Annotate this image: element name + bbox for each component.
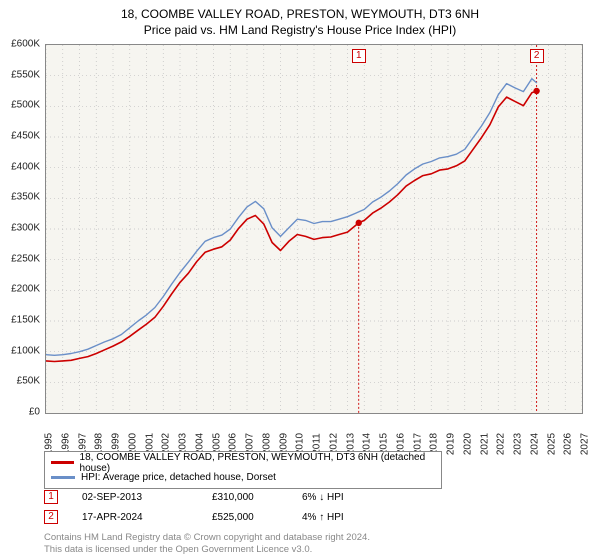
- plot-area: 12: [45, 44, 583, 414]
- marker-price: £310,000: [212, 492, 302, 503]
- y-tick-label: £100K: [11, 345, 40, 356]
- x-tick-label: 2021: [479, 433, 490, 455]
- title-line-1: 18, COOMBE VALLEY ROAD, PRESTON, WEYMOUT…: [0, 6, 600, 22]
- y-tick-label: £50K: [17, 376, 40, 387]
- marker-row: 1 02-SEP-2013£310,0006% ↓ HPI: [44, 490, 344, 510]
- marker-row: 2 17-APR-2024£525,0004% ↑ HPI: [44, 510, 344, 530]
- legend-item: 18, COOMBE VALLEY ROAD, PRESTON, WEYMOUT…: [51, 455, 435, 470]
- chart-title: 18, COOMBE VALLEY ROAD, PRESTON, WEYMOUT…: [0, 0, 600, 38]
- marker-date: 02-SEP-2013: [82, 492, 212, 503]
- y-tick-label: £150K: [11, 315, 40, 326]
- x-tick-label: 2024: [529, 433, 540, 455]
- marker-number-box: 2: [44, 510, 58, 524]
- y-tick-label: £600K: [11, 39, 40, 50]
- y-tick-label: £250K: [11, 253, 40, 264]
- y-tick-label: £0: [29, 407, 40, 418]
- y-tick-label: £550K: [11, 69, 40, 80]
- x-tick-label: 2022: [496, 433, 507, 455]
- title-line-2: Price paid vs. HM Land Registry's House …: [0, 22, 600, 38]
- y-tick-label: £350K: [11, 192, 40, 203]
- y-tick-label: £450K: [11, 131, 40, 142]
- marker-delta: 6% ↓ HPI: [302, 492, 344, 503]
- y-tick-label: £400K: [11, 161, 40, 172]
- footer-line-1: Contains HM Land Registry data © Crown c…: [44, 532, 370, 544]
- legend-label: 18, COOMBE VALLEY ROAD, PRESTON, WEYMOUT…: [80, 452, 435, 474]
- chart-container: 18, COOMBE VALLEY ROAD, PRESTON, WEYMOUT…: [0, 0, 600, 560]
- legend: 18, COOMBE VALLEY ROAD, PRESTON, WEYMOUT…: [44, 451, 442, 489]
- x-tick-label: 2027: [580, 433, 591, 455]
- y-tick-label: £200K: [11, 284, 40, 295]
- x-axis: 1995199619971998199920002001200220032004…: [45, 416, 583, 452]
- marker-price: £525,000: [212, 512, 302, 523]
- chart-marker-2: 2: [530, 49, 544, 63]
- y-tick-label: £500K: [11, 100, 40, 111]
- x-tick-label: 2023: [513, 433, 524, 455]
- marker-table: 1 02-SEP-2013£310,0006% ↓ HPI 2 17-APR-2024…: [44, 490, 344, 530]
- legend-label: HPI: Average price, detached house, Dors…: [81, 472, 276, 483]
- marker-date: 17-APR-2024: [82, 512, 212, 523]
- marker-delta: 4% ↑ HPI: [302, 512, 344, 523]
- legend-swatch: [51, 461, 74, 464]
- y-tick-label: £300K: [11, 223, 40, 234]
- y-axis: £0£50K£100K£150K£200K£250K£300K£350K£400…: [0, 44, 42, 414]
- marker-number-box: 1: [44, 490, 58, 504]
- x-tick-label: 2020: [462, 433, 473, 455]
- x-tick-label: 2026: [563, 433, 574, 455]
- x-tick-label: 2025: [546, 433, 557, 455]
- footer-attribution: Contains HM Land Registry data © Crown c…: [44, 532, 370, 556]
- legend-swatch: [51, 476, 75, 479]
- chart-svg: [46, 45, 582, 413]
- footer-line-2: This data is licensed under the Open Gov…: [44, 544, 370, 556]
- x-tick-label: 2019: [446, 433, 457, 455]
- chart-marker-1: 1: [352, 49, 366, 63]
